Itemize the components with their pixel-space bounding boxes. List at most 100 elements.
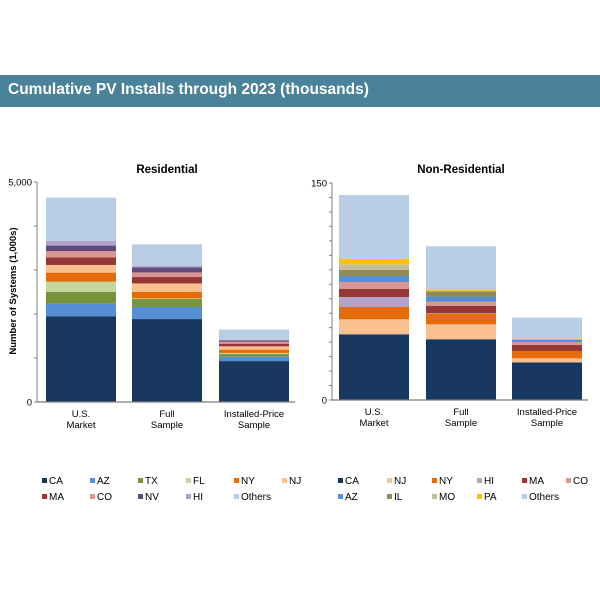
x-tick-label: Full — [159, 409, 174, 420]
y-axis-label: Number of Systems (1,000s) — [8, 227, 19, 354]
bar-segment-ma — [132, 277, 202, 284]
x-tick-label: U.S. — [72, 409, 90, 420]
bar-segment-others — [219, 329, 289, 340]
legend-item: HI — [477, 476, 494, 487]
legend-swatch — [432, 494, 437, 499]
legend-item: MA — [522, 476, 544, 487]
legend-label: CA — [49, 476, 63, 487]
x-tick-label: Sample — [238, 420, 270, 431]
legend-item: FL — [186, 476, 205, 487]
legend-swatch — [90, 494, 95, 499]
bar-segment-hi — [132, 266, 202, 268]
bar-segment-ma — [512, 345, 582, 351]
legend-swatch — [42, 478, 47, 483]
legend-item: CO — [566, 476, 588, 487]
legend-item: MO — [432, 492, 455, 503]
bar-segment-ma — [339, 288, 409, 297]
legend-label: CO — [573, 476, 588, 487]
legend-swatch — [338, 494, 343, 499]
bar-segment-others — [426, 246, 496, 290]
x-tick-label: Sample — [151, 420, 183, 431]
legend-label: AZ — [97, 476, 110, 487]
y-tick-label: 150 — [311, 179, 327, 190]
legend-label: Others — [241, 492, 271, 503]
legend-swatch — [432, 478, 437, 483]
legend-item: CA — [42, 476, 63, 487]
bar-segment-pa — [339, 258, 409, 265]
bar-segment-others — [339, 195, 409, 259]
legend-item: NJ — [387, 476, 406, 487]
bar-segment-ma — [426, 305, 496, 314]
x-tick-label: Full — [453, 407, 468, 418]
bar-segment-pa — [512, 338, 582, 340]
legend-swatch — [477, 478, 482, 483]
legend-label: MA — [49, 492, 64, 503]
bar-segment-mo — [339, 264, 409, 270]
legend-label: NJ — [289, 476, 301, 487]
bar-segment-mo — [426, 290, 496, 292]
legend-swatch — [477, 494, 482, 499]
legend-swatch — [186, 494, 191, 499]
legend-swatch — [42, 494, 47, 499]
bar-segment-co — [339, 281, 409, 289]
legend-swatch — [90, 478, 95, 483]
legend-swatch — [138, 478, 143, 483]
legend-swatch — [338, 478, 343, 483]
legend-item: AZ — [90, 476, 110, 487]
bar-segment-nv — [219, 340, 289, 342]
legend-label: NJ — [394, 476, 406, 487]
legend-swatch — [387, 494, 392, 499]
bar-segment-hi — [46, 240, 116, 246]
bar-segment-others — [512, 317, 582, 339]
legend-label: IL — [394, 492, 403, 503]
legend-item: CO — [90, 492, 112, 503]
legend-label: NV — [145, 492, 159, 503]
bar-segment-ny — [339, 306, 409, 320]
chart-residential: Residential Number of Systems (1,000s) U.S… — [8, 164, 301, 503]
legend-item: Others — [522, 492, 559, 503]
bar-segment-co — [426, 301, 496, 306]
legend-label: HI — [193, 492, 203, 503]
chart-non-residential: Non-ResidentialU.S.MarketFullSampleInsta… — [311, 164, 588, 503]
legend-swatch — [522, 494, 527, 499]
legend-swatch — [522, 478, 527, 483]
bar-segment-nj — [339, 319, 409, 335]
bar-segment-co — [219, 341, 289, 344]
legend-label: CA — [345, 476, 359, 487]
x-tick-label: Installed-Price — [517, 407, 577, 418]
x-tick-label: Sample — [445, 418, 477, 429]
legend-swatch — [138, 494, 143, 499]
bar-segment-fl — [46, 281, 116, 292]
bar-segment-ny — [512, 350, 582, 359]
bar-segment-az — [46, 303, 116, 317]
legend-swatch — [186, 478, 191, 483]
bar-segment-tx — [132, 299, 202, 307]
legend-label: CO — [97, 492, 112, 503]
bar-segment-ca — [339, 334, 409, 400]
legend-item: NY — [432, 476, 453, 487]
bar-segment-az — [512, 339, 582, 342]
x-tick-label: Installed-Price — [224, 409, 284, 420]
bar-segment-fl — [132, 298, 202, 300]
legend-item: IL — [387, 492, 403, 503]
legend-swatch — [566, 478, 571, 483]
bar-segment-hi — [426, 313, 496, 314]
y-tick-label: 0 — [27, 398, 32, 409]
legend-label: PA — [484, 492, 497, 503]
page-title: Cumulative PV Installs through 2023 (tho… — [8, 81, 369, 98]
bar-segment-nj — [219, 346, 289, 350]
header-bar: Cumulative PV Installs through 2023 (tho… — [0, 75, 600, 107]
bar-segment-co — [132, 272, 202, 278]
legend-item: MA — [42, 492, 64, 503]
legend-item: TX — [138, 476, 158, 487]
bar-segment-ny — [132, 291, 202, 299]
legend-label: NY — [439, 476, 453, 487]
bar-segment-nv — [46, 245, 116, 252]
bar-segment-ny — [426, 313, 496, 325]
bar-segment-nj — [46, 264, 116, 273]
legend-item: NV — [138, 492, 159, 503]
legend-swatch — [234, 494, 239, 499]
legend-label: TX — [145, 476, 158, 487]
bar-segment-nj — [512, 358, 582, 363]
